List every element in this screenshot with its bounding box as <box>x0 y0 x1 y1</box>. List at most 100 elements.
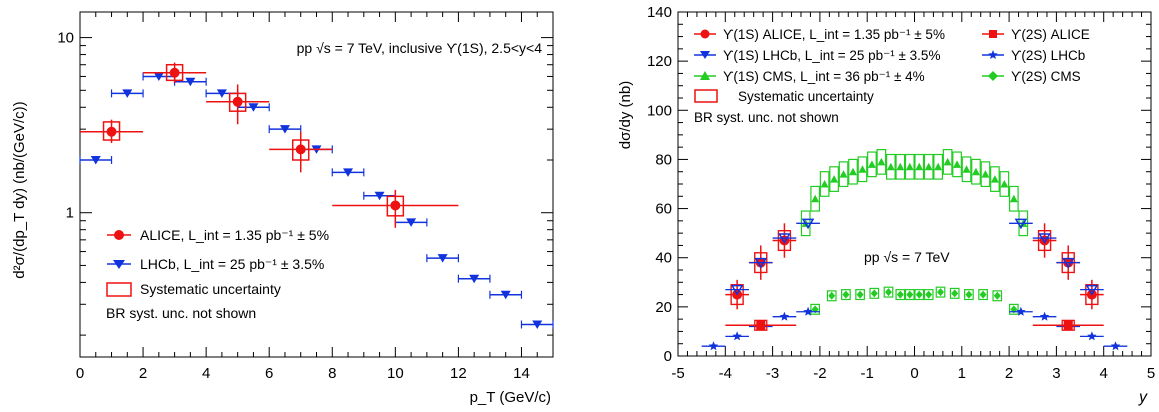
cms-1s-marker <box>867 160 876 168</box>
cms-2s-systematic-box <box>978 289 988 301</box>
left-legend-label-br: BR syst. unc. not shown <box>106 305 256 321</box>
alice-2s-marker <box>1063 320 1073 330</box>
alice-systematic-box <box>291 139 310 161</box>
lhcb-2s-point <box>1080 331 1104 341</box>
cms-1s-systematic-box <box>933 153 944 180</box>
lhcb-2s-marker <box>1110 341 1121 351</box>
cms-1s-systematic-box <box>923 153 934 180</box>
right-legend-label-1s-lhcb: ϒ(1S) LHCb, L_int = 25 pb⁻¹ ± 3.5% <box>723 48 940 63</box>
cms-1s-systematic-box <box>857 156 868 183</box>
cms-2s-marker <box>884 288 892 297</box>
cms-2s-point <box>810 303 821 315</box>
right-y-tick-label: 120 <box>647 53 672 70</box>
lhcb-marker <box>343 168 354 177</box>
alice-2s-systematic-box <box>1061 319 1075 331</box>
lhcb-marker <box>122 89 133 98</box>
cms-1s-point <box>980 161 991 188</box>
cms-2s-systematic-box <box>964 289 974 301</box>
cms-2s-systematic-box <box>895 289 906 301</box>
cms-1s-point <box>999 171 1010 197</box>
right-x-tick-label: 5 <box>1147 365 1155 382</box>
right-x-tick-label: -4 <box>719 365 732 382</box>
cms-2s-point <box>826 290 837 302</box>
cms-1s-point <box>857 156 868 183</box>
cms-2s-point <box>904 289 915 301</box>
cms-2s-marker <box>842 290 850 299</box>
cms-1s-point <box>933 153 944 180</box>
cms-1s-marker <box>905 162 914 171</box>
alice-1s-systematic-box <box>1037 229 1052 252</box>
alice-2s-systematic-box <box>754 319 768 331</box>
lhcb-marker <box>216 89 227 98</box>
right-data-layer <box>701 149 1128 351</box>
lhcb-marker <box>469 274 480 284</box>
cms-2s-point <box>855 289 865 301</box>
right-legend-label-1s-alice: ϒ(1S) ALICE, L_int = 1.35 pb⁻¹ ± 5% <box>723 27 945 42</box>
legend-marker-2s-lhcb <box>982 50 1004 59</box>
alice-1s-point <box>1032 223 1057 258</box>
cms-1s-systematic-box <box>980 161 991 188</box>
cms-1s-systematic-box <box>829 166 839 192</box>
cms-1s-systematic-box <box>942 149 953 175</box>
cms-1s-point <box>895 153 906 180</box>
right-legend-label-systematic: Systematic uncertainty <box>738 89 874 104</box>
right-x-tick-label: 1 <box>958 365 966 382</box>
left-x-tick-label: 10 <box>387 365 404 382</box>
lhcb-point <box>457 274 491 284</box>
cms-2s-point <box>935 286 946 298</box>
lhcb-marker <box>185 77 196 87</box>
lhcb-1s-marker <box>801 218 815 230</box>
cms-1s-marker <box>830 175 839 183</box>
right-y-tick-label: 0 <box>664 348 672 365</box>
cms-1s-systematic-box <box>914 153 925 180</box>
cms-1s-marker <box>1009 194 1018 203</box>
lhcb-1s-point <box>748 257 773 269</box>
lhcb-2s-marker <box>708 341 719 351</box>
lhcb-point <box>110 89 144 98</box>
left-x-tick-label: 0 <box>76 365 84 382</box>
alice-point <box>143 62 207 84</box>
legend-marker-1s-alice <box>694 29 716 39</box>
right-x-tick-label: -2 <box>813 365 826 382</box>
cms-2s-marker <box>896 290 904 299</box>
lhcb-marker <box>532 320 543 329</box>
cms-1s-marker <box>820 180 829 188</box>
cms-1s-point <box>838 161 849 188</box>
cms-1s-point <box>904 153 915 180</box>
cms-2s-systematic-box <box>855 289 865 301</box>
cms-2s-marker <box>993 291 1001 300</box>
cms-2s-systematic-box <box>992 290 1003 302</box>
right-x-tick-label: 2 <box>1005 365 1013 382</box>
left-legend: ALICE, L_int = 1.35 pb⁻¹ ± 5% LHCb, L_in… <box>106 227 329 321</box>
cms-1s-systematic-box <box>895 153 906 180</box>
alice-1s-systematic-box <box>730 284 744 306</box>
cms-1s-point <box>1008 185 1019 212</box>
cms-2s-marker <box>828 291 836 300</box>
lhcb-marker <box>500 290 511 300</box>
cms-2s-point <box>978 289 988 301</box>
cms-2s-marker <box>951 289 959 298</box>
left-x-tick-label: 14 <box>513 365 530 382</box>
right-x-tick-label: 0 <box>910 365 918 382</box>
cms-1s-point <box>819 171 830 197</box>
cms-2s-systematic-box <box>949 287 960 299</box>
lhcb-point <box>331 168 365 177</box>
lhcb-1s-marker <box>778 233 791 245</box>
right-y-tick-label: 80 <box>655 151 672 168</box>
cms-1s-point <box>952 151 962 178</box>
cms-1s-marker <box>943 157 952 166</box>
alice-1s-systematic-box <box>777 229 792 252</box>
right-legend-marker-systematic <box>694 89 718 103</box>
cms-2s-point <box>841 289 851 301</box>
right-y-tick-label: 20 <box>655 299 672 316</box>
lhcb-1s-point <box>772 233 797 245</box>
cms-2s-point <box>914 289 925 301</box>
lhcb-1s-point <box>725 284 749 296</box>
cms-2s-systematic-box <box>923 289 934 301</box>
lhcb-2s-point <box>1009 306 1033 316</box>
cms-2s-systematic-box <box>935 286 946 298</box>
lhcb-1s-marker <box>1061 257 1075 269</box>
left-x-tick-label: 12 <box>450 365 467 382</box>
